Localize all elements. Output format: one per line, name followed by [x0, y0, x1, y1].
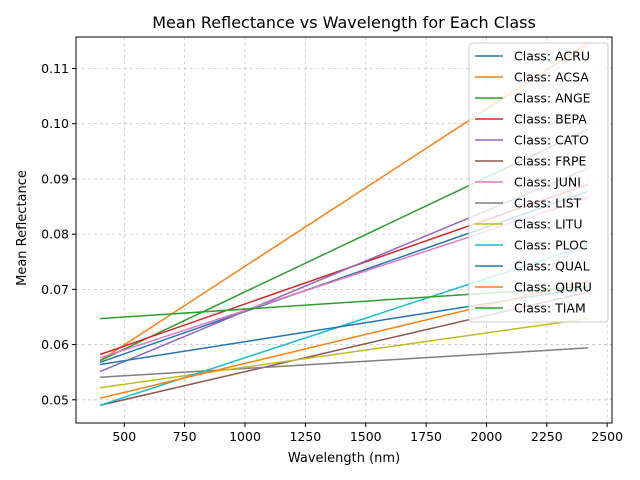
x-tick-label: 1500: [350, 429, 382, 444]
y-tick-label: 0.10: [41, 116, 69, 131]
legend-label-juni: Class: JUNI: [514, 175, 581, 190]
y-tick-label: 0.09: [41, 171, 69, 186]
legend-label-cato: Class: CATO: [514, 133, 589, 148]
chart-title: Mean Reflectance vs Wavelength for Each …: [152, 13, 536, 32]
legend-label-ange: Class: ANGE: [514, 91, 591, 106]
legend-label-acsa: Class: ACSA: [514, 70, 589, 85]
y-tick-label: 0.11: [41, 61, 69, 76]
legend-label-ploc: Class: PLOC: [514, 238, 588, 253]
x-axis-label: Wavelength (nm): [288, 451, 400, 466]
legend-box: [468, 42, 609, 323]
x-ticks: 500 750 1000 1250 1500 1750 2000 2250 2500: [112, 423, 623, 444]
legend: Class: ACRU Class: ACSA Class: ANGE Class: …: [468, 42, 609, 323]
y-tick-label: 0.06: [41, 337, 69, 352]
legend-label-quru: Class: QURU: [514, 280, 592, 295]
x-tick-label: 500: [112, 429, 136, 444]
x-tick-label: 1750: [410, 429, 442, 444]
legend-label-bepa: Class: BEPA: [514, 112, 587, 127]
series-line-list: [100, 347, 588, 378]
legend-label-frpe: Class: FRPE: [514, 154, 586, 169]
series-line-litu: [99, 317, 589, 389]
y-ticks: 0.05 0.06 0.07 0.08 0.09 0.10 0.11: [41, 61, 76, 407]
y-tick-label: 0.07: [41, 282, 69, 297]
legend-label-qual: Class: QUAL: [514, 259, 590, 274]
x-tick-label: 1000: [229, 429, 261, 444]
plot-frame: [75, 36, 613, 424]
x-tick-label: 2000: [471, 429, 503, 444]
x-tick-label: 2250: [531, 429, 563, 444]
legend-label-list: Class: LIST: [514, 196, 582, 211]
legend-label-litu: Class: LITU: [514, 217, 583, 232]
y-axis-label: Mean Reflectance: [15, 170, 30, 286]
x-tick-label: 2500: [591, 429, 623, 444]
legend-label-acru: Class: ACRU: [514, 49, 590, 64]
legend-label-tiam: Class: TIAM: [514, 301, 586, 316]
x-tick-label: 1250: [289, 429, 321, 444]
y-tick-label: 0.08: [41, 227, 69, 242]
x-tick-label: 750: [173, 429, 197, 444]
y-tick-label: 0.05: [41, 392, 69, 407]
